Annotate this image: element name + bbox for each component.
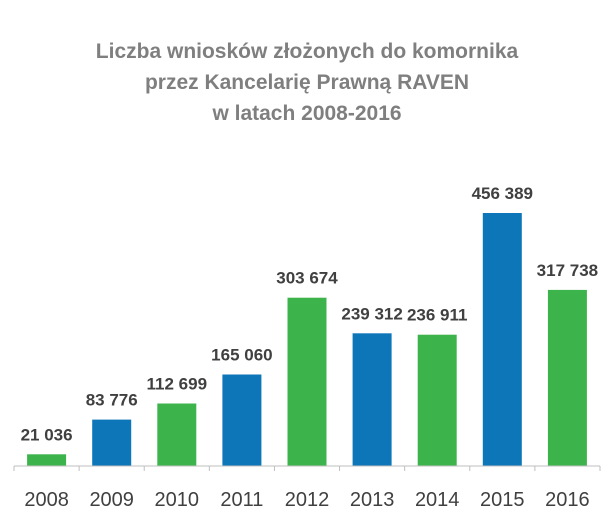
bar-2010 — [157, 403, 197, 466]
data-label-2008: 21 036 — [21, 425, 73, 444]
x-tick-label-2013: 2013 — [350, 489, 395, 511]
bar-2014 — [417, 334, 457, 466]
data-label-2016: 317 738 — [537, 261, 598, 280]
bar-2008 — [27, 454, 67, 466]
data-label-2015: 456 389 — [472, 184, 533, 203]
data-label-2013: 239 312 — [341, 304, 402, 323]
bar-2009 — [92, 419, 132, 466]
x-tick-label-2011: 2011 — [220, 489, 263, 511]
x-tick-label-2012: 2012 — [285, 489, 330, 511]
data-label-2010: 112 699 — [147, 375, 208, 394]
bar-2011 — [222, 374, 262, 466]
bar-2015 — [482, 213, 522, 466]
bar-2012 — [287, 297, 327, 466]
data-label-2011: 165 060 — [211, 346, 272, 365]
chart-title-line-1: Liczba wniosków złożonych do komornika — [95, 40, 519, 63]
data-label-2012: 303 674 — [276, 269, 338, 288]
x-tick-label-2009: 2009 — [89, 489, 134, 511]
x-tick-label-2015: 2015 — [480, 489, 525, 511]
chart-title-line-3: w latach 2008-2016 — [212, 102, 402, 125]
bar-2016 — [547, 289, 587, 466]
chart-title: Liczba wniosków złożonych do komornika p… — [0, 36, 614, 129]
data-label-2009: 83 776 — [86, 391, 138, 410]
x-tick-label-2014: 2014 — [415, 489, 460, 511]
data-label-2014: 236 911 — [407, 306, 468, 325]
x-tick-label-2016: 2016 — [545, 489, 590, 511]
bar-2013 — [352, 333, 392, 466]
chart-title-line-2: przez Kancelarię Prawną RAVEN — [144, 71, 470, 94]
x-tick-label-2010: 2010 — [155, 489, 200, 511]
x-tick-label-2008: 2008 — [24, 489, 69, 511]
